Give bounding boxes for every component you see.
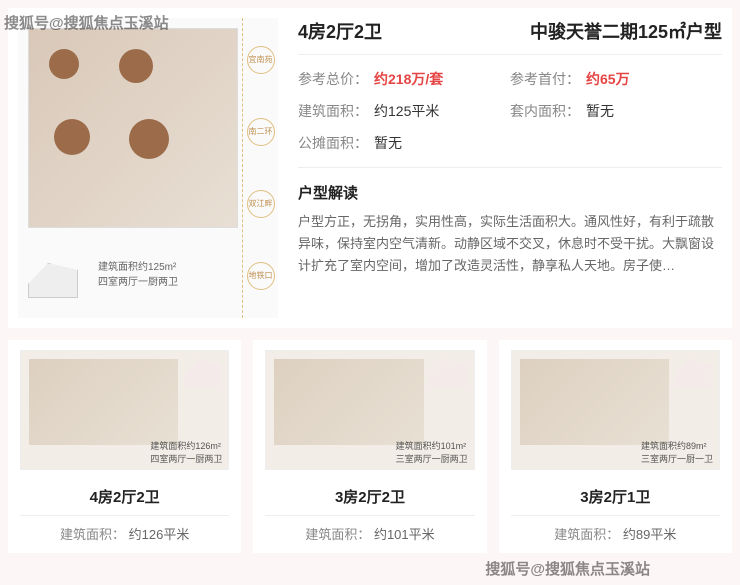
- fp-area-sub: 四室两厅一厨两卫: [98, 273, 178, 288]
- card-area: 建筑面积： 约101平米: [265, 516, 474, 543]
- detail-header: 4房2厅2卫 中骏天誉二期125㎡户型: [298, 18, 722, 55]
- fp-badge: 地铁口: [247, 262, 275, 290]
- interpretation-title: 户型解读: [298, 182, 722, 203]
- card-area-value: 约126平米: [129, 527, 190, 542]
- fp-badge: 宜南苑: [247, 46, 275, 74]
- inner-area-row: 套内面积： 暂无: [510, 101, 722, 121]
- card-img-area: 建筑面积约89m² 三室两厅一厨一卫: [641, 439, 713, 465]
- card-img-area: 建筑面积约101m² 三室两厅一厨两卫: [396, 439, 468, 465]
- unit-card[interactable]: 建筑面积约89m² 三室两厅一厨一卫 3房2厅1卫 建筑面积： 约89平米: [499, 340, 732, 553]
- detail-grid: 参考总价： 约218万/套 参考首付： 约65万 建筑面积： 约125平米 套内…: [298, 55, 722, 168]
- main-unit-section: 建筑面积约125m² 四室两厅一厨两卫 宜南苑 南二环 双江畔 地铁口 4房2厅…: [8, 8, 732, 328]
- inner-area-label: 套内面积：: [510, 101, 580, 121]
- card-area-label: 建筑面积：: [60, 527, 125, 542]
- floorplan-sitemap: [28, 263, 78, 298]
- shared-area-row: 公摊面积： 暂无: [298, 133, 510, 153]
- built-area-row: 建筑面积： 约125平米: [298, 101, 510, 121]
- shared-area-value: 暂无: [374, 133, 402, 153]
- card-area: 建筑面积： 约89平米: [511, 516, 720, 543]
- fp-badge: 南二环: [247, 118, 275, 146]
- unit-layout-title: 4房2厅2卫: [298, 18, 382, 44]
- inner-area-value: 暂无: [586, 101, 614, 121]
- floorplan-drawing: [28, 28, 238, 228]
- built-area-value: 约125平米: [374, 101, 439, 121]
- card-title: 3房2厅1卫: [511, 478, 720, 516]
- down-payment-row: 参考首付： 约65万: [510, 69, 722, 89]
- interpretation-body: 户型方正，无拐角，实用性高，实际生活面积大。通风性好，有利于疏散异味，保持室内空…: [298, 211, 722, 277]
- total-price-value: 约218万/套: [374, 69, 443, 89]
- floorplan-badges: 宜南苑 南二环 双江畔 地铁口: [242, 18, 278, 318]
- interpretation-section: 户型解读 户型方正，无拐角，实用性高，实际生活面积大。通风性好，有利于疏散异味，…: [298, 168, 722, 277]
- unit-cards-row: 建筑面积约126m² 四室两厅一厨两卫 4房2厅2卫 建筑面积： 约126平米 …: [0, 328, 740, 565]
- fp-room: [119, 49, 153, 83]
- unit-name-title: 中骏天誉二期125㎡户型: [530, 18, 722, 44]
- floorplan-area-label: 建筑面积约125m² 四室两厅一厨两卫: [98, 258, 178, 288]
- card-title: 3房2厅2卫: [265, 478, 474, 516]
- built-area-label: 建筑面积：: [298, 101, 368, 121]
- card-img-area: 建筑面积约126m² 四室两厅一厨两卫: [150, 439, 222, 465]
- floorplan-image[interactable]: 建筑面积约125m² 四室两厅一厨两卫 宜南苑 南二环 双江畔 地铁口: [18, 18, 278, 318]
- down-payment-value: 约65万: [586, 69, 630, 89]
- card-floorplan-image: 建筑面积约101m² 三室两厅一厨两卫: [265, 350, 474, 470]
- card-area: 建筑面积： 约126平米: [20, 516, 229, 543]
- card-img-sub: 三室两厅一厨两卫: [396, 452, 468, 465]
- card-img-text: 建筑面积约126m²: [150, 439, 222, 452]
- down-payment-label: 参考首付：: [510, 69, 580, 89]
- card-img-text: 建筑面积约101m²: [396, 439, 468, 452]
- card-img-text: 建筑面积约89m²: [641, 439, 713, 452]
- card-area-label: 建筑面积：: [305, 527, 370, 542]
- fp-area-text: 建筑面积约125m²: [98, 258, 178, 273]
- card-area-value: 约101平米: [374, 527, 435, 542]
- card-floorplan-image: 建筑面积约89m² 三室两厅一厨一卫: [511, 350, 720, 470]
- fp-room: [129, 119, 169, 159]
- total-price-row: 参考总价： 约218万/套: [298, 69, 510, 89]
- fp-room: [54, 119, 90, 155]
- card-area-label: 建筑面积：: [554, 527, 619, 542]
- total-price-label: 参考总价：: [298, 69, 368, 89]
- card-area-value: 约89平米: [623, 527, 676, 542]
- shared-area-label: 公摊面积：: [298, 133, 368, 153]
- unit-card[interactable]: 建筑面积约101m² 三室两厅一厨两卫 3房2厅2卫 建筑面积： 约101平米: [253, 340, 486, 553]
- card-floorplan-image: 建筑面积约126m² 四室两厅一厨两卫: [20, 350, 229, 470]
- fp-badge: 双江畔: [247, 190, 275, 218]
- unit-card[interactable]: 建筑面积约126m² 四室两厅一厨两卫 4房2厅2卫 建筑面积： 约126平米: [8, 340, 241, 553]
- card-img-sub: 三室两厅一厨一卫: [641, 452, 713, 465]
- unit-details: 4房2厅2卫 中骏天誉二期125㎡户型 参考总价： 约218万/套 参考首付： …: [278, 18, 722, 318]
- fp-room: [49, 49, 79, 79]
- card-img-sub: 四室两厅一厨两卫: [150, 452, 222, 465]
- card-title: 4房2厅2卫: [20, 478, 229, 516]
